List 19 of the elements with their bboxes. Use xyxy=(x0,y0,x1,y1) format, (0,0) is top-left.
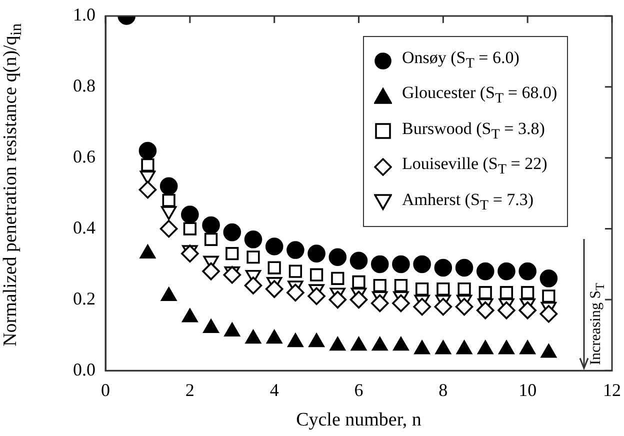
legend-label: Gloucester (S$_{T}$ = 68.0) xyxy=(402,82,558,109)
legend-label: Burswood (S$_{T}$ = 3.8) xyxy=(402,118,545,144)
x-tick-label: 10 xyxy=(518,380,537,400)
x-tick-label: 12 xyxy=(603,380,621,400)
legend-label: Louiseville (S$_{T}$ = 22) xyxy=(402,153,548,180)
x-tick-label: 8 xyxy=(438,380,448,400)
x-tick-label: 4 xyxy=(270,380,279,400)
x-tick-label: 2 xyxy=(185,380,194,400)
x-tick-label: 0 xyxy=(101,380,110,400)
x-tick-label: 6 xyxy=(354,380,364,400)
legend-label: Amherst (S$_{T}$ = 7.3) xyxy=(402,188,534,215)
legend-label: Onsøy (S$_{T}$ = 6.0) xyxy=(402,47,520,74)
y-tick-label: 0.8 xyxy=(73,76,96,96)
x-axis-title: Cycle number, n xyxy=(296,410,422,431)
y-tick-label: 0.4 xyxy=(73,217,96,238)
y-tick-label: 0.2 xyxy=(73,288,96,308)
y-tick-label: 0.0 xyxy=(73,359,96,380)
y-tick-label: 0.6 xyxy=(73,146,96,167)
y-tick-label: 1.0 xyxy=(73,4,96,25)
